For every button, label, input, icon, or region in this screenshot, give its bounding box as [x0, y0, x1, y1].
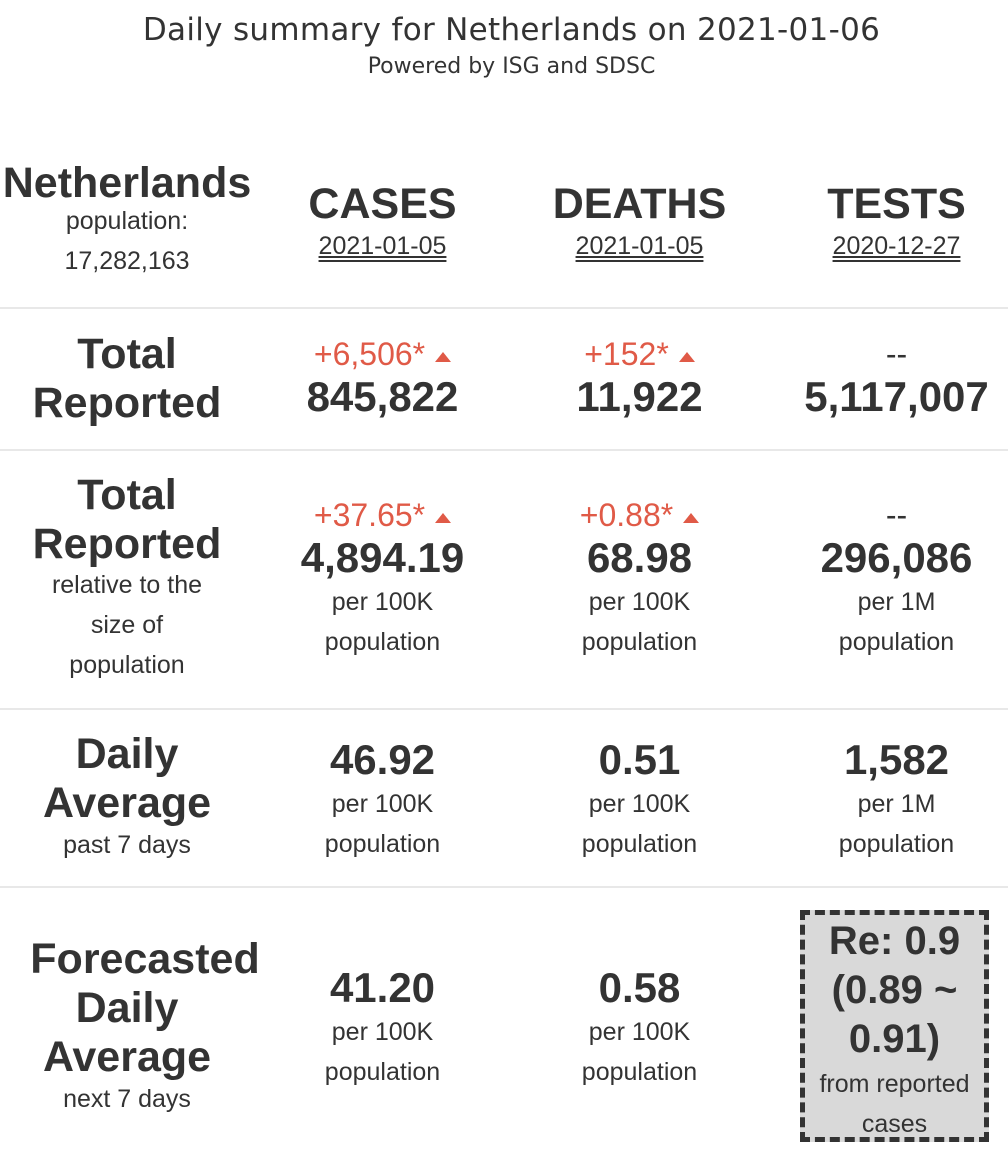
unit-line: population [324, 830, 441, 858]
forecast-label: Forecasted [18, 935, 272, 984]
daily-cases-value: 46.92 [329, 736, 436, 783]
relative-label: Total Reported relative to the size of p… [0, 471, 254, 685]
unit-line: population [838, 830, 955, 858]
daily-tests-value: 1,582 [843, 736, 950, 783]
unit-line: population [324, 1058, 441, 1086]
total-tests-delta: -- [885, 336, 908, 372]
row-sub-line: relative to the [51, 571, 203, 599]
relative-deaths-value: 68.98 [586, 534, 693, 581]
total-deaths-cell: +152* 11,922 [511, 335, 768, 421]
up-triangle-icon [678, 352, 695, 362]
relative-cases-cell: +37.65* 4,894.19 per 100K population [254, 496, 511, 662]
relative-tests-cell: -- 296,086 per 1M population [768, 496, 1008, 662]
unit-line: per 100K [588, 1018, 691, 1046]
cases-date-link[interactable]: 2021-01-05 [318, 232, 447, 260]
daily-average-label: Daily Average past 7 days [0, 730, 254, 865]
forecast-label-rest: Daily Average next 7 days [0, 984, 254, 1119]
page-title: Daily summary for Netherlands on 2021-01… [142, 12, 881, 48]
row-label-line: Daily [75, 730, 179, 778]
row-label-line: Forecasted [30, 935, 260, 983]
unit-line: per 1M [857, 790, 936, 818]
total-deaths-delta: +152* [511, 335, 768, 373]
relative-tests-delta: -- [885, 497, 908, 533]
deaths-title: DEATHS [552, 180, 727, 228]
header-row: Netherlands population: 17,282,163 CASES… [0, 155, 1008, 309]
row-label-line: Reported [32, 379, 222, 427]
delta-text: +0.88* [579, 497, 674, 533]
daily-tests-cell: 1,582 per 1M population [768, 736, 1008, 864]
re-source-line: cases [861, 1110, 928, 1138]
re-range-end: 0.91) [848, 1017, 941, 1061]
delta-text: +152* [584, 336, 669, 372]
re-estimate-box: Re: 0.9 (0.89 ~ 0.91) from reported case… [800, 910, 989, 1142]
up-triangle-icon [435, 352, 452, 362]
re-range-start: (0.89 ~ [831, 968, 958, 1012]
unit-line: population [838, 628, 955, 656]
unit-line: per 100K [588, 588, 691, 616]
cases-title: CASES [308, 180, 457, 228]
total-deaths-value: 11,922 [576, 373, 703, 420]
forecast-row: Forecasted Daily Average next 7 days 41.… [0, 888, 1008, 1158]
unit-line: population [581, 830, 698, 858]
unit-line: population [581, 628, 698, 656]
country-cell: Netherlands population: 17,282,163 [0, 159, 254, 281]
unit-line: per 100K [588, 790, 691, 818]
unit-line: per 100K [331, 790, 434, 818]
row-sub-line: size of [90, 611, 164, 639]
country-name: Netherlands [2, 159, 252, 207]
tests-title: TESTS [827, 180, 966, 228]
relative-deaths-cell: +0.88* 68.98 per 100K population [511, 496, 768, 662]
up-triangle-icon [435, 513, 452, 523]
row-sub-line: past 7 days [63, 831, 191, 859]
total-cases-cell: +6,506* 845,822 [254, 335, 511, 421]
relative-cases-delta: +37.65* [254, 496, 511, 534]
delta-text: +37.65* [313, 497, 426, 533]
total-cases-value: 845,822 [306, 373, 459, 420]
relative-cases-value: 4,894.19 [300, 534, 465, 581]
daily-deaths-cell: 0.51 per 100K population [511, 736, 768, 864]
total-reported-row: Total Reported +6,506* 845,822 +152* 11,… [0, 309, 1008, 451]
total-tests-value: 5,117,007 [804, 373, 989, 420]
page-subtitle: Powered by ISG and SDSC [367, 54, 656, 79]
daily-cases-cell: 46.92 per 100K population [254, 736, 511, 864]
deaths-date-link[interactable]: 2021-01-05 [575, 232, 704, 260]
deaths-header: DEATHS 2021-01-05 [511, 180, 768, 264]
re-source-line: from reported [819, 1070, 970, 1098]
row-label-line: Reported [32, 520, 222, 568]
re-value: Re: 0.9 [828, 919, 961, 963]
daily-average-row: Daily Average past 7 days 46.92 per 100K… [0, 710, 1008, 888]
row-label-line: Average [42, 1033, 212, 1081]
row-label-line: Total [77, 330, 177, 378]
row-sub-line: population [69, 651, 185, 679]
forecast-deaths-value: 0.58 [598, 964, 681, 1011]
delta-text: +6,506* [313, 336, 426, 372]
tests-header: TESTS 2020-12-27 [768, 180, 1008, 264]
row-sub-line: next 7 days [63, 1085, 191, 1113]
unit-line: population [581, 1058, 698, 1086]
population-label: population: [65, 207, 189, 235]
total-reported-label: Total Reported [0, 330, 254, 428]
total-cases-delta: +6,506* [254, 335, 511, 373]
unit-line: per 1M [857, 588, 936, 616]
relative-row: Total Reported relative to the size of p… [0, 451, 1008, 710]
relative-tests-value: 296,086 [820, 534, 973, 581]
unit-line: per 100K [331, 1018, 434, 1046]
row-label-line: Daily [75, 984, 179, 1032]
relative-deaths-delta: +0.88* [511, 496, 768, 534]
forecast-cases-cell: 41.20 per 100K population [254, 964, 511, 1092]
forecast-cases-value: 41.20 [329, 964, 436, 1011]
tests-date-link[interactable]: 2020-12-27 [832, 232, 961, 260]
total-tests-cell: -- 5,117,007 [768, 335, 1008, 421]
row-label-line: Total [77, 471, 177, 519]
unit-line: population [324, 628, 441, 656]
up-triangle-icon [683, 513, 700, 523]
population-value: 17,282,163 [64, 247, 190, 275]
row-label-line: Average [42, 779, 212, 827]
cases-header: CASES 2021-01-05 [254, 180, 511, 264]
unit-line: per 100K [331, 588, 434, 616]
daily-deaths-value: 0.51 [598, 736, 681, 783]
forecast-deaths-cell: 0.58 per 100K population [511, 964, 768, 1092]
